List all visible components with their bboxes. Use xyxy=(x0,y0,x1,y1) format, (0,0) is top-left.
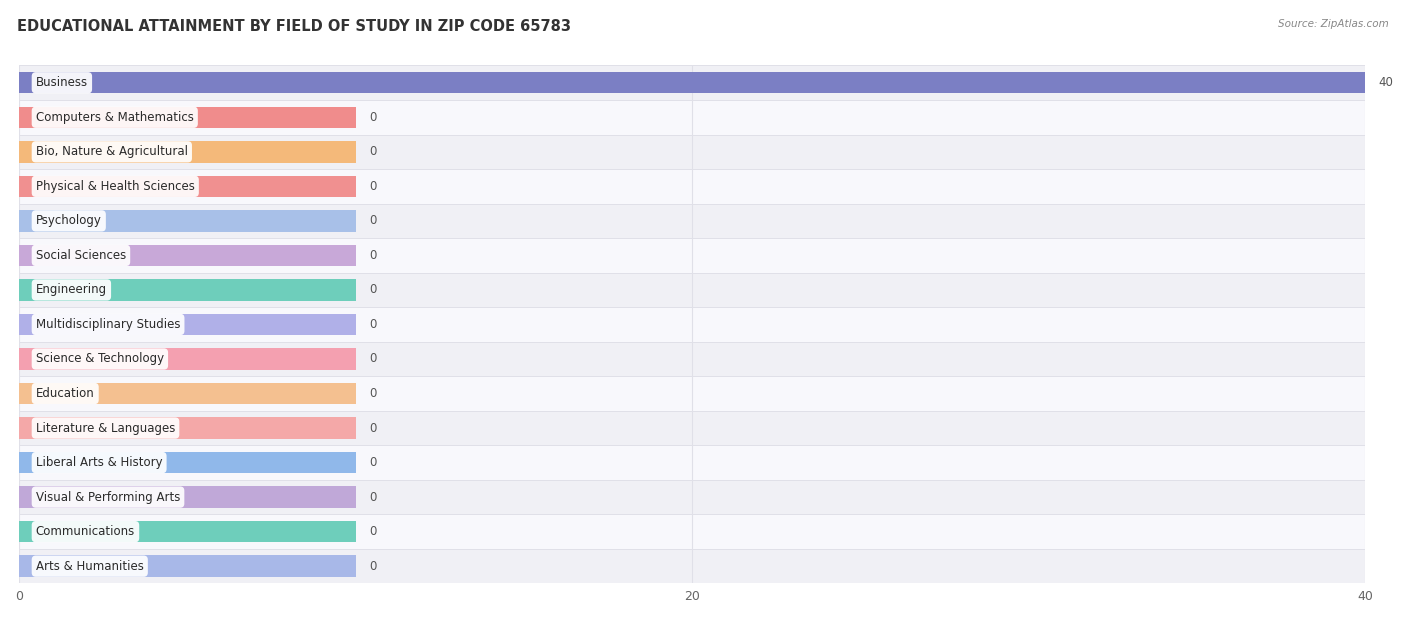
Text: Communications: Communications xyxy=(35,525,135,538)
Bar xyxy=(20,66,1365,100)
Text: Business: Business xyxy=(35,76,89,89)
Text: 0: 0 xyxy=(368,215,377,227)
Text: Social Sciences: Social Sciences xyxy=(35,249,127,262)
Bar xyxy=(20,280,356,300)
Text: Computers & Mathematics: Computers & Mathematics xyxy=(35,111,194,124)
Bar xyxy=(20,273,1365,307)
Bar xyxy=(20,204,1365,238)
Text: 0: 0 xyxy=(368,318,377,331)
Bar xyxy=(20,169,1365,204)
Bar xyxy=(20,445,1365,480)
Text: 0: 0 xyxy=(368,180,377,193)
Text: 0: 0 xyxy=(368,111,377,124)
Text: Engineering: Engineering xyxy=(35,283,107,297)
Text: Visual & Performing Arts: Visual & Performing Arts xyxy=(35,491,180,504)
Bar xyxy=(20,307,1365,342)
Text: Physical & Health Sciences: Physical & Health Sciences xyxy=(35,180,194,193)
Text: Liberal Arts & History: Liberal Arts & History xyxy=(35,456,163,469)
Text: 0: 0 xyxy=(368,560,377,573)
Text: Bio, Nature & Agricultural: Bio, Nature & Agricultural xyxy=(35,145,188,158)
Bar xyxy=(20,342,1365,376)
Text: 0: 0 xyxy=(368,491,377,504)
Text: 0: 0 xyxy=(368,456,377,469)
Bar xyxy=(20,417,356,439)
Bar xyxy=(20,210,356,232)
Text: 0: 0 xyxy=(368,145,377,158)
Text: 0: 0 xyxy=(368,283,377,297)
Bar xyxy=(20,72,1365,93)
Text: Science & Technology: Science & Technology xyxy=(35,353,165,365)
Text: 0: 0 xyxy=(368,387,377,400)
Text: Arts & Humanities: Arts & Humanities xyxy=(35,560,143,573)
Bar xyxy=(20,487,356,508)
Bar xyxy=(20,549,1365,584)
Text: 0: 0 xyxy=(368,353,377,365)
Text: Psychology: Psychology xyxy=(35,215,101,227)
Text: 0: 0 xyxy=(368,422,377,435)
Bar xyxy=(20,245,356,266)
Bar xyxy=(20,175,356,197)
Bar xyxy=(20,555,356,577)
Text: 40: 40 xyxy=(1379,76,1393,89)
Bar xyxy=(20,480,1365,514)
Text: 0: 0 xyxy=(368,249,377,262)
Text: Literature & Languages: Literature & Languages xyxy=(35,422,176,435)
Text: Multidisciplinary Studies: Multidisciplinary Studies xyxy=(35,318,180,331)
Bar xyxy=(20,348,356,370)
Bar xyxy=(20,314,356,335)
Text: Education: Education xyxy=(35,387,94,400)
Bar xyxy=(20,514,1365,549)
Bar xyxy=(20,452,356,473)
Bar xyxy=(20,238,1365,273)
Bar xyxy=(20,376,1365,411)
Bar xyxy=(20,383,356,404)
Bar xyxy=(20,521,356,542)
Bar xyxy=(20,411,1365,445)
Text: Source: ZipAtlas.com: Source: ZipAtlas.com xyxy=(1278,19,1389,29)
Text: EDUCATIONAL ATTAINMENT BY FIELD OF STUDY IN ZIP CODE 65783: EDUCATIONAL ATTAINMENT BY FIELD OF STUDY… xyxy=(17,19,571,34)
Text: 0: 0 xyxy=(368,525,377,538)
Bar xyxy=(20,100,1365,134)
Bar xyxy=(20,134,1365,169)
Bar xyxy=(20,141,356,163)
Bar xyxy=(20,107,356,128)
